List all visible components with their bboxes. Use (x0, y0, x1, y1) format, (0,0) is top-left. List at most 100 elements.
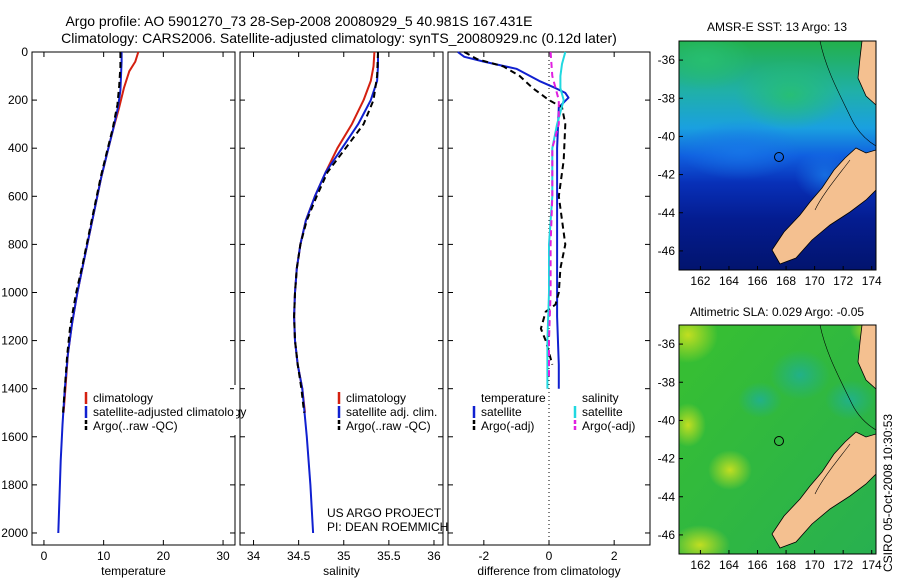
figure-title-line1: Argo profile: AO 5901270_73 28-Sep-2008 … (65, 13, 532, 29)
temperature-axes-frame (31, 51, 236, 546)
legend-label-satellite: satellite-adjusted climatology (93, 405, 246, 419)
salinity-x-tick-label: 35 (337, 549, 351, 563)
depth-tick-label: 400 (8, 141, 28, 155)
legend-title-salinity: salinity (582, 391, 619, 405)
legend-title-temperature: temperature (481, 391, 546, 405)
depth-tick-label: 0 (21, 45, 28, 59)
depth-tick-label: 200 (8, 93, 28, 107)
salinity-axes-frame (239, 51, 444, 546)
sst-bathymetry-contour (819, 41, 876, 147)
temperature-profile-panel: 0 10 20 30 temperature 0 200 400 600 800 1000 1200 1… (1, 45, 236, 578)
sla-high-patch (679, 325, 718, 363)
salinity-series-argo-raw-qc (293, 51, 379, 413)
salinity-legend: climatology satellite adj. clim. Argo(..… (337, 391, 437, 433)
depth-tick-label: 1400 (1, 382, 28, 396)
difference-series-temperature-satellite (457, 51, 570, 389)
sst-map-x-tick-label: 162 (690, 274, 710, 288)
sla-map-x-tick-label: 170 (805, 558, 825, 572)
sst-map-x-tick-label: 168 (776, 274, 796, 288)
sst-map-y-tick-label: -40 (658, 129, 676, 143)
sst-map-frame (678, 40, 877, 271)
sla-map-axes: 162 164 166 168 170 172 174 -36 -38 -40 -42 -44 -46 (658, 337, 882, 572)
sst-map-x-tick-label: 170 (805, 274, 825, 288)
sst-map-title: AMSR-E SST: 13 Argo: 13 (707, 20, 847, 34)
sla-bathymetry-contour (814, 443, 851, 495)
salinity-x-tick-label: 35.5 (377, 549, 401, 563)
sst-warm-patch (735, 60, 845, 130)
temperature-x-tick-label: 20 (157, 549, 171, 563)
timestamp: CSIRO 05-Oct-2008 10:30:53 (881, 414, 895, 572)
temperature-x-tick-label: 0 (41, 549, 48, 563)
sst-map (679, 41, 876, 270)
sst-map-y-tick-label: -36 (658, 53, 676, 67)
legend-label-satellite: satellite adj. clim. (346, 405, 437, 419)
depth-tick-label: 600 (8, 189, 28, 203)
legend-label-temp-satellite: satellite (481, 405, 522, 419)
difference-x-tick-label: 0 (546, 549, 553, 563)
sla-high-patch (679, 525, 730, 554)
sst-map-y-tick-label: -42 (658, 168, 676, 182)
sla-map-y-tick-label: -44 (658, 490, 676, 504)
sst-map-x-tick-label: 166 (747, 274, 767, 288)
salinity-x-tick-label: 34 (247, 549, 261, 563)
temperature-series-argo-raw-qc (62, 52, 122, 413)
sst-argo-marker (774, 152, 784, 162)
difference-series-salinity-argo-adj (548, 51, 560, 377)
sst-land-north-island (857, 41, 876, 106)
depth-tick-label: 800 (8, 237, 28, 251)
sla-map-x-tick-label: 168 (776, 558, 796, 572)
legend-label-climatology: climatology (346, 391, 406, 405)
sst-map-y-tick-label: -44 (658, 206, 676, 220)
difference-x-axis-label: difference from climatology (477, 564, 620, 578)
salinity-x-axis-label: salinity (323, 564, 360, 578)
sla-argo-marker (774, 436, 784, 446)
sla-map-x-tick-label: 164 (719, 558, 739, 572)
depth-tick-label: 1600 (1, 430, 28, 444)
sla-map-x-tick-label: 166 (747, 558, 767, 572)
sst-bathymetry-contour (814, 159, 851, 211)
salinity-x-tick-label: 34.5 (287, 549, 311, 563)
sla-map-y-tick-label: -46 (658, 528, 676, 542)
legend-label-argo: Argo(..raw -QC) (93, 419, 178, 433)
legend-label-argo: Argo(..raw -QC) (346, 419, 431, 433)
sla-bathymetry-contour (819, 325, 876, 431)
difference-x-tick-label: -2 (479, 549, 490, 563)
sla-map-y-tick-label: -40 (658, 413, 676, 427)
depth-tick-label: 1800 (1, 478, 28, 492)
legend-label-temp-argo: Argo(-adj) (481, 419, 534, 433)
figure-title-line2: Climatology: CARS2006. Satellite-adjuste… (61, 30, 617, 46)
sla-land-south-island (771, 431, 876, 549)
depth-tick-label: 1200 (1, 334, 28, 348)
credit-line1: US ARGO PROJECT (327, 506, 442, 520)
salinity-profile-panel: 34 34.5 35 35.5 36 salinity (239, 51, 444, 578)
temperature-x-tick-label: 30 (216, 549, 230, 563)
sst-land-south-island (771, 147, 876, 265)
sla-map-y-tick-label: -42 (658, 452, 676, 466)
legend-label-sal-argo: Argo(-adj) (582, 419, 635, 433)
sla-map-x-tick-label: 174 (862, 558, 882, 572)
temperature-x-tick-label: 10 (97, 549, 111, 563)
difference-legend: temperature salinity satellite Argo(-adj… (472, 391, 635, 433)
difference-x-tick-label: 2 (611, 549, 618, 563)
temperature-axes-right-edge-cover (234, 385, 236, 435)
sla-low-patch (738, 382, 782, 418)
sla-high-patch (708, 450, 752, 490)
depth-tick-label: 2000 (1, 526, 28, 540)
sla-map-y-tick-label: -38 (658, 375, 676, 389)
sst-map-y-tick-label: -38 (658, 91, 676, 105)
credit-line2: PI: DEAN ROEMMICH (327, 520, 448, 534)
sla-low-patch (770, 350, 830, 400)
sla-map-x-tick-label: 162 (690, 558, 710, 572)
sst-warm-patch (679, 41, 755, 90)
sla-high-patch (679, 403, 706, 447)
sla-map-x-tick-label: 172 (833, 558, 853, 572)
sla-map (679, 325, 876, 554)
temperature-legend: climatology satellite-adjusted climatolo… (84, 391, 246, 433)
sla-map-title: Altimetric SLA: 0.029 Argo: -0.05 (690, 305, 864, 319)
temperature-x-axis-label: temperature (101, 564, 166, 578)
sst-mid-patch (680, 120, 800, 180)
sst-map-x-tick-label: 172 (833, 274, 853, 288)
legend-label-sal-satellite: satellite (582, 405, 623, 419)
sst-map-x-tick-label: 164 (719, 274, 739, 288)
